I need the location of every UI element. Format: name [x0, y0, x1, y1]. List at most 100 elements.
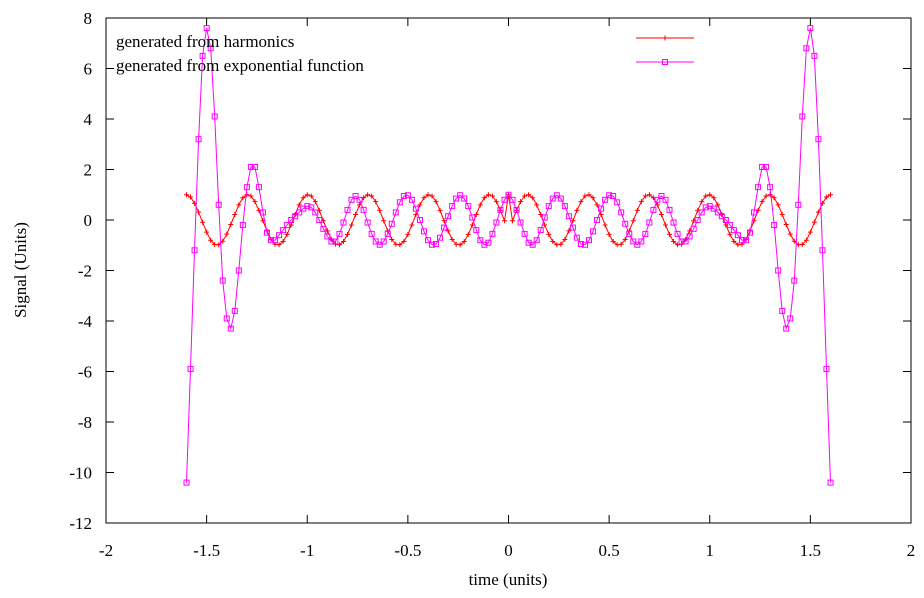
data-point [622, 236, 628, 242]
data-point [292, 213, 299, 220]
data-point [224, 231, 230, 237]
data-point [312, 209, 319, 216]
data-point [646, 192, 652, 198]
data-point [787, 315, 794, 322]
data-point [699, 199, 705, 205]
data-point [392, 209, 399, 216]
data-point [642, 230, 649, 237]
data-point [550, 238, 556, 244]
data-point [827, 479, 834, 486]
data-point [775, 267, 782, 274]
legend-label-harmonics: generated from harmonics [116, 32, 294, 51]
data-point [312, 199, 318, 205]
data-point [513, 206, 520, 213]
data-point [823, 365, 830, 372]
data-point [590, 195, 596, 201]
data-point [581, 241, 588, 248]
data-point [783, 325, 790, 332]
data-point [767, 192, 773, 198]
data-point [686, 233, 693, 240]
legend-label-exponential: generated from exponential function [116, 56, 364, 75]
data-point [727, 231, 733, 237]
y-tick-label: -2 [78, 262, 92, 281]
data-point [722, 217, 729, 223]
data-point [598, 205, 605, 212]
data-point [586, 237, 592, 244]
data-point [735, 242, 741, 248]
data-point [348, 196, 355, 203]
data-point [759, 163, 766, 170]
data-point [815, 209, 821, 215]
data-point [211, 113, 218, 120]
data-point [441, 224, 448, 231]
data-point [574, 207, 580, 213]
data-point [416, 217, 423, 223]
data-point [614, 242, 620, 248]
data-point [244, 192, 250, 198]
data-point [569, 224, 576, 231]
x-tick-label: -0.5 [394, 541, 421, 560]
data-point [667, 231, 672, 237]
data-point [537, 227, 544, 234]
data-point [610, 238, 616, 244]
data-point [819, 247, 826, 254]
data-point [799, 241, 805, 247]
data-point [795, 201, 802, 208]
data-point [308, 204, 315, 211]
data-point [783, 222, 789, 228]
data-point [811, 52, 818, 59]
data-point [457, 192, 464, 199]
data-point [247, 163, 254, 170]
data-point [296, 209, 303, 216]
data-point [252, 199, 258, 205]
data-point [501, 218, 507, 224]
data-point [184, 192, 189, 198]
data-point [497, 206, 504, 213]
data-point [280, 227, 287, 234]
legend-marker-harmonics [662, 35, 668, 41]
x-tick-label: -1.5 [193, 541, 220, 560]
data-point [602, 222, 608, 228]
data-point [408, 196, 415, 203]
data-point [449, 203, 456, 210]
data-point [453, 195, 460, 202]
data-point [533, 237, 540, 244]
data-point [485, 239, 492, 246]
data-point [730, 227, 737, 234]
data-point [747, 229, 753, 236]
data-point [501, 196, 508, 203]
data-point [215, 201, 222, 208]
data-point [690, 225, 697, 232]
data-point [618, 209, 625, 216]
data-point [445, 213, 452, 220]
data-point [280, 238, 286, 244]
data-point [425, 237, 431, 244]
data-point [671, 238, 677, 244]
legend: generated from harmonics generated from … [116, 32, 694, 75]
data-point [546, 231, 552, 237]
data-point [259, 209, 266, 216]
data-point [573, 234, 580, 241]
data-point [429, 241, 436, 248]
data-point [771, 222, 778, 229]
data-point [320, 225, 327, 232]
data-point [751, 209, 758, 216]
data-point [529, 241, 536, 248]
data-point [828, 192, 833, 198]
y-tick-label: -10 [69, 464, 92, 483]
data-point [654, 196, 661, 203]
data-point [553, 192, 560, 199]
data-point [219, 277, 226, 284]
data-point [300, 195, 306, 201]
data-point [582, 193, 588, 199]
data-point [469, 222, 475, 228]
data-point [308, 193, 314, 199]
y-tick-label: 4 [84, 110, 93, 129]
data-point [489, 193, 495, 199]
data-point [650, 206, 657, 213]
data-point [336, 242, 342, 248]
data-point [634, 207, 640, 213]
data-point [594, 217, 601, 223]
data-point [373, 199, 379, 205]
data-point [505, 191, 512, 198]
